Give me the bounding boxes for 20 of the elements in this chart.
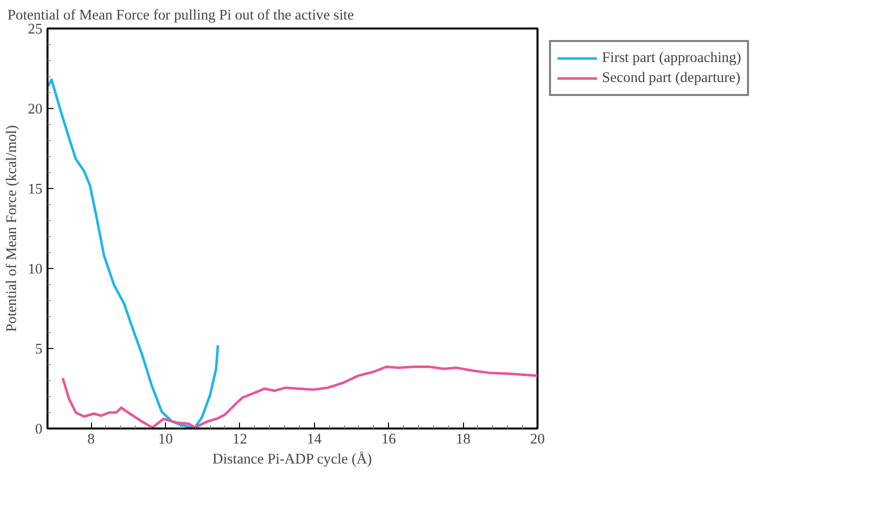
x-tick-label: 18 (456, 432, 470, 448)
y-axis-title: Potential of Mean Force (kcal/mol) (4, 125, 20, 332)
chart-title: Potential of Mean Force for pulling Pi out of the active site (8, 8, 354, 24)
line-series (62, 365, 538, 428)
x-tick-label: 16 (381, 432, 396, 448)
x-tick-label: 14 (306, 432, 322, 448)
y-tick-label: 15 (28, 182, 42, 198)
x-tick-label: 20 (530, 432, 545, 448)
y-tick-label: 5 (35, 342, 42, 358)
x-tick-label: 8 (87, 432, 95, 448)
legend-label: Second part (departure) (602, 70, 740, 86)
y-tick-label: 0 (35, 422, 42, 438)
line-series (48, 78, 220, 428)
y-tick-label: 10 (28, 262, 42, 278)
x-tick-label: 12 (232, 432, 248, 448)
legend-label: First part (approaching) (602, 50, 742, 66)
y-tick-label: 25 (28, 22, 42, 38)
x-axis-title: Distance Pi-ADP cycle (Å) (212, 450, 372, 468)
y-tick-label: 20 (28, 102, 42, 118)
x-tick-label: 10 (158, 432, 173, 448)
